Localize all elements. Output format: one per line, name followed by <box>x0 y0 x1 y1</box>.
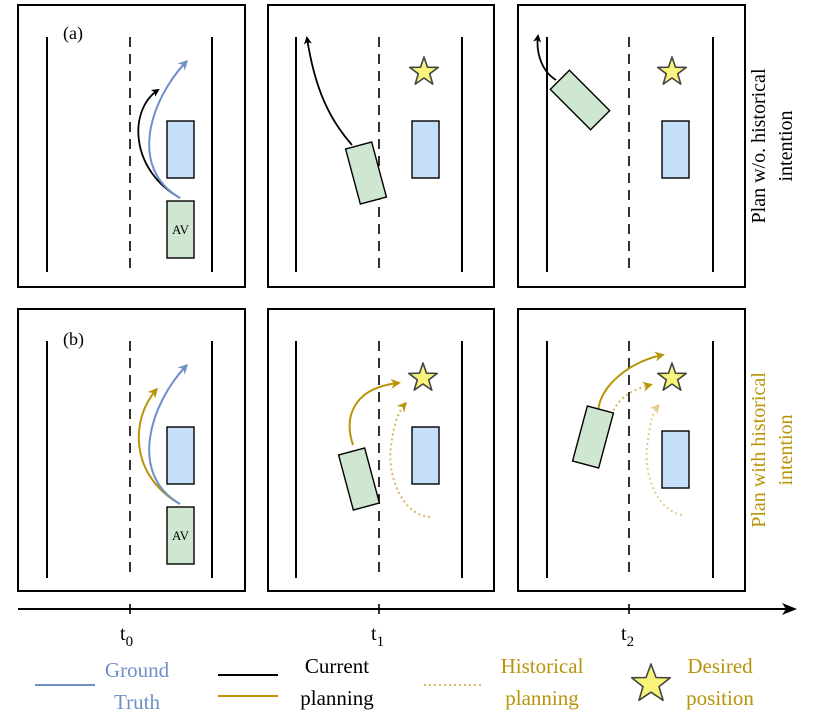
legend: Ground Truth Current planning Historical… <box>35 654 754 714</box>
obstacle-vehicle <box>166 426 195 485</box>
time-label-t1: t1 <box>371 623 384 650</box>
legend-star-icon <box>630 663 672 702</box>
panel-a-t1 <box>267 4 495 288</box>
panel-b-t2 <box>517 308 746 592</box>
ground-truth-path <box>148 363 189 505</box>
side-label-top-line1: Plan w/o. historical <box>748 68 770 223</box>
av-vehicle <box>166 200 195 259</box>
av-vehicle <box>337 447 381 511</box>
legend-historical-planning-line1: Historical <box>501 654 584 678</box>
side-label-bottom: Plan with historical intention <box>748 372 797 528</box>
desired-position-star <box>408 56 440 85</box>
legend-desired-position-line1: Desired <box>687 654 753 678</box>
panel-label-a: (a) <box>63 23 83 44</box>
legend-current-planning: Current planning <box>218 654 374 710</box>
legend-ground-truth-line2: Truth <box>114 690 160 714</box>
desired-position-star <box>407 362 439 391</box>
legend-historical-planning: Historical planning <box>424 654 584 710</box>
obstacle-vehicle <box>166 120 195 179</box>
obstacle-vehicle <box>661 120 690 179</box>
av-vehicle <box>549 69 611 131</box>
timeline: t0 t1 t2 <box>18 603 797 650</box>
obstacle-vehicle <box>411 426 440 485</box>
legend-historical-planning-line2: planning <box>505 686 579 710</box>
panel-a-t2 <box>517 4 746 288</box>
side-label-top-line2: intention <box>775 110 797 181</box>
desired-position-star <box>656 362 688 391</box>
legend-ground-truth: Ground Truth <box>35 658 170 714</box>
historical-planning-path <box>609 381 653 421</box>
legend-desired-position-line2: position <box>686 686 754 710</box>
time-label-t2: t2 <box>621 623 634 650</box>
side-label-top: Plan w/o. historical intention <box>748 68 797 223</box>
legend-current-planning-line2: planning <box>300 686 374 710</box>
legend-desired-position: Desired position <box>630 654 754 710</box>
panel-label-b: (b) <box>63 329 84 350</box>
historical-planning-path-faded <box>645 403 683 516</box>
time-label-t0: t0 <box>120 623 133 650</box>
current-planning-path <box>597 351 665 413</box>
current-planning-path <box>303 36 353 146</box>
legend-ground-truth-line1: Ground <box>105 658 170 682</box>
ground-truth-path <box>148 59 189 199</box>
obstacle-vehicle <box>411 120 440 179</box>
panel-b-t0: (b) AV <box>17 308 246 592</box>
av-vehicle <box>166 506 195 565</box>
current-planning-path <box>533 34 557 81</box>
av-label: AV <box>172 528 190 543</box>
side-label-bottom-line2: intention <box>775 414 797 485</box>
legend-current-planning-line1: Current <box>305 654 369 678</box>
side-label-bottom-line1: Plan with historical <box>748 372 770 528</box>
av-vehicle <box>344 141 388 205</box>
historical-planning-path <box>389 401 431 518</box>
av-vehicle <box>571 405 615 469</box>
panel-a-t0: (a) AV <box>17 4 246 288</box>
desired-position-star <box>656 56 688 85</box>
time-axis-arrowhead <box>782 603 797 615</box>
panel-b-t1 <box>267 308 495 592</box>
av-label: AV <box>172 222 190 237</box>
obstacle-vehicle <box>661 430 690 489</box>
current-planning-path <box>348 378 401 446</box>
